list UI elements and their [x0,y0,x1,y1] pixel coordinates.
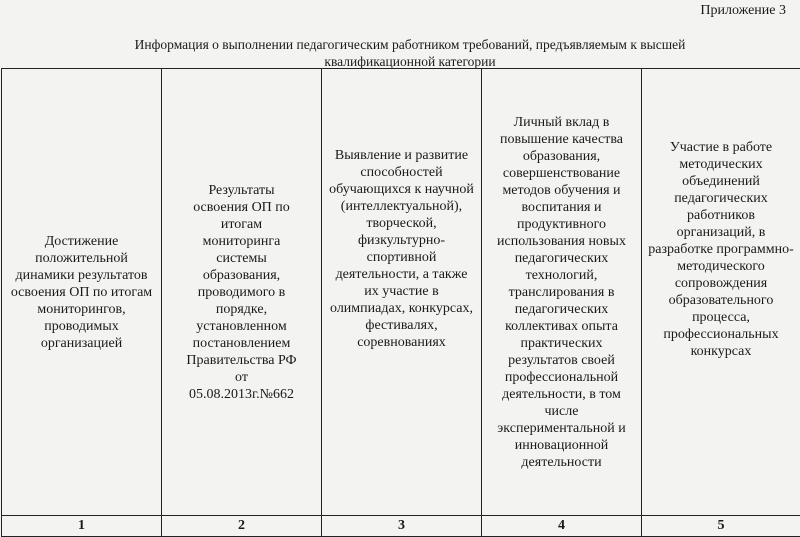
header-cell: Результаты освоения ОП по итогам монитор… [162,69,322,516]
document-title: Информация о выполнении педагогическим р… [60,36,760,70]
column-number: 4 [482,516,642,537]
requirements-table: Достижение положительной динамики резуль… [1,68,800,537]
column-number: 5 [642,516,800,537]
page: Приложение 3 Информация о выполнении пед… [0,0,800,459]
header-cell: Участие в работе методических объединени… [642,69,800,516]
column-number: 3 [322,516,482,537]
header-cell: Личный вклад в повышение качества образо… [482,69,642,516]
header-cell: Выявление и развитие способностей обучаю… [322,69,482,516]
column-number: 2 [162,516,322,537]
column-number: 1 [2,516,162,537]
number-row: 1 2 3 4 5 [2,516,800,537]
header-row: Достижение положительной динамики резуль… [2,69,800,516]
appendix-label: Приложение 3 [700,3,786,19]
header-cell: Достижение положительной динамики резуль… [2,69,162,516]
